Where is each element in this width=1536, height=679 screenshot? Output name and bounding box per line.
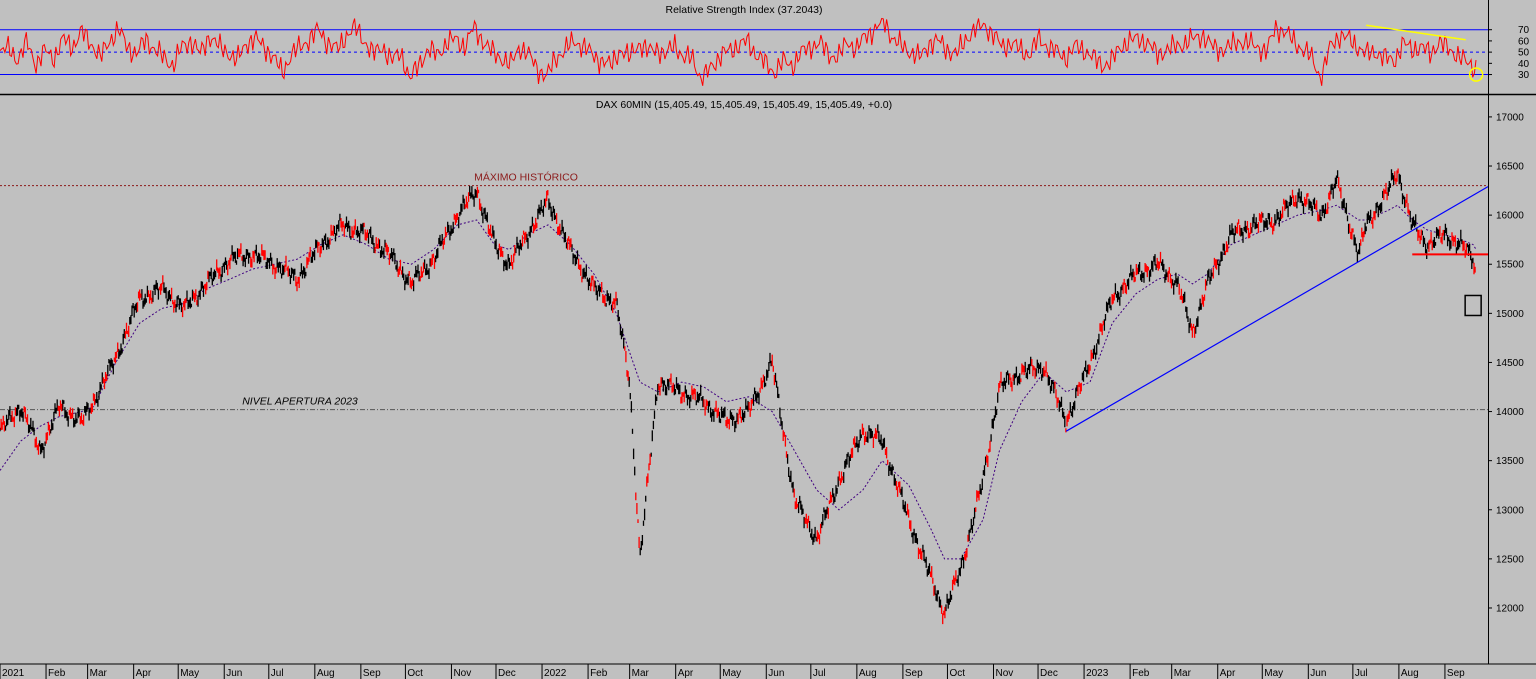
price-series	[0, 168, 1476, 625]
x-tick-label: May	[1264, 668, 1283, 679]
rsi-line	[0, 17, 1477, 86]
x-tick-label: Feb	[1132, 668, 1150, 679]
rsi-y-tick-label: 60	[1518, 36, 1530, 47]
rsi-y-tick-label: 70	[1518, 25, 1530, 36]
price-y-tick-label: 12500	[1496, 554, 1524, 565]
rsi-divergence-trendline	[1366, 24, 1466, 41]
price-reference-lines: MÁXIMO HISTÓRICO NIVEL APERTURA 2023	[0, 171, 1488, 411]
rsi-y-tick-label: 50	[1518, 48, 1530, 59]
x-tick-label: Jul	[1355, 668, 1368, 679]
price-annotations	[1065, 186, 1489, 432]
x-tick-label: Nov	[453, 668, 471, 679]
x-tick-label: Nov	[995, 668, 1013, 679]
x-axis: 2021 Feb Mar Apr May Jun Jul Aug Sep Oct Nov Dec 202…	[0, 663, 1536, 679]
x-tick-label: Oct	[949, 668, 965, 679]
x-tick-label: Dec	[1040, 668, 1058, 679]
rsi-title: Relative Strength Index (37.2043)	[665, 4, 822, 16]
price-y-tick-label: 12000	[1496, 603, 1524, 614]
price-y-tick-label: 17000	[1496, 112, 1524, 123]
x-tick-label: Aug	[317, 668, 335, 679]
x-tick-label: Aug	[859, 668, 877, 679]
x-tick-label: Mar	[1174, 668, 1192, 679]
x-tick-label: Apr	[678, 668, 694, 679]
x-tick-label: 2022	[544, 668, 567, 679]
x-tick-label: Sep	[905, 668, 923, 679]
rsi-highlight-circle	[1468, 67, 1484, 82]
year-open-label: NIVEL APERTURA 2023	[242, 396, 358, 408]
rsi-y-tick-label: 40	[1518, 59, 1530, 70]
x-tick-label: 2021	[2, 668, 25, 679]
price-y-tick-label: 16000	[1496, 211, 1524, 222]
x-tick-label: Aug	[1401, 668, 1419, 679]
x-tick-label: Mar	[90, 668, 108, 679]
price-panel: DAX 60MIN (15,405.49, 15,405.49, 15,405.…	[0, 99, 1524, 625]
price-bars-down	[0, 168, 1476, 625]
x-tick-label: May	[722, 668, 741, 679]
x-tick-label: Apr	[1220, 668, 1236, 679]
price-bars-up	[0, 169, 1474, 612]
x-tick-label: Mar	[632, 668, 650, 679]
x-tick-label: Apr	[136, 668, 152, 679]
rsi-annotations	[1366, 24, 1484, 82]
price-y-tick-label: 16500	[1496, 162, 1524, 173]
target-box	[1464, 294, 1482, 317]
x-tick-label: Jun	[1310, 668, 1326, 679]
moving-average-series	[0, 204, 1477, 560]
x-tick-label: Dec	[498, 668, 516, 679]
price-y-tick-label: 14000	[1496, 407, 1524, 418]
price-y-tick-label: 15500	[1496, 260, 1524, 271]
price-title: DAX 60MIN (15,405.49, 15,405.49, 15,405.…	[596, 99, 892, 111]
x-tick-label: 2023	[1086, 668, 1109, 679]
rsi-y-tick-label: 30	[1518, 70, 1530, 81]
x-tick-label: Sep	[1447, 668, 1465, 679]
moving-average-line	[0, 204, 1477, 560]
all-time-high-label: MÁXIMO HISTÓRICO	[474, 171, 578, 184]
x-tick-label: Jun	[226, 668, 242, 679]
x-tick-label: Feb	[590, 668, 608, 679]
price-y-tick-label: 13500	[1496, 456, 1524, 467]
price-y-axis: 17000 16500 16000 15500 15000 14500 14000 13500…	[1488, 112, 1524, 614]
x-tick-label: Jul	[813, 668, 826, 679]
uptrend-line	[1065, 186, 1489, 432]
x-tick-label: Sep	[363, 668, 381, 679]
rsi-panel-background	[0, 0, 1488, 92]
x-tick-label: Jun	[768, 668, 784, 679]
price-y-tick-label: 14500	[1496, 358, 1524, 369]
price-y-tick-label: 13000	[1496, 505, 1524, 516]
x-tick-label: Feb	[48, 668, 66, 679]
x-tick-label: Jul	[271, 668, 284, 679]
x-tick-label: May	[180, 668, 199, 679]
price-y-tick-label: 15000	[1496, 309, 1524, 320]
rsi-series	[0, 17, 1477, 86]
x-tick-label: Oct	[407, 668, 423, 679]
